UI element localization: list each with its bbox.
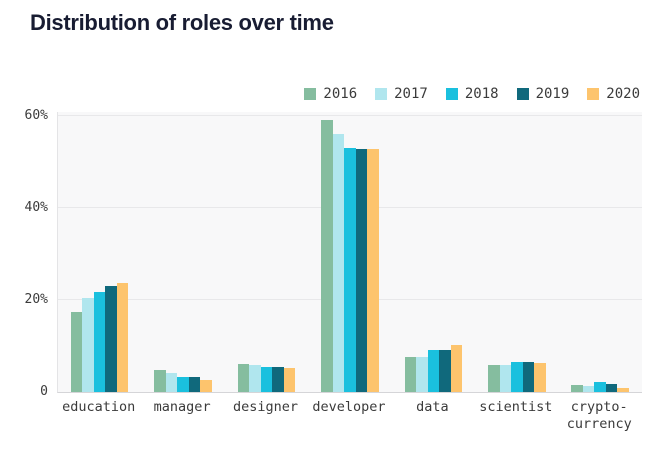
bar-data-2020[interactable] (450, 345, 463, 392)
bar-manager-2016[interactable] (154, 370, 166, 392)
bar-scientist-2019[interactable] (522, 362, 535, 392)
x-label-developer: developer (312, 399, 386, 415)
bar-designer-2018[interactable] (260, 367, 273, 392)
bar-crypto-currency-2016[interactable] (571, 385, 583, 392)
bar-manager-2017[interactable] (165, 373, 178, 392)
legend-swatch-2017 (375, 88, 388, 100)
x-label-education: education (62, 399, 136, 415)
bar-data-2019[interactable] (439, 350, 451, 392)
gridline-60 (58, 115, 642, 116)
bar-education-2019[interactable] (105, 286, 117, 392)
bar-crypto-currency-2020[interactable] (617, 388, 629, 392)
x-label-crypto-currency: crypto-currency (566, 399, 632, 432)
x-axis-labels: education manager designer developer data sci… (57, 399, 641, 433)
bar-education-2020[interactable] (116, 283, 129, 392)
x-label-scientist: scientist (479, 399, 553, 415)
y-tick-20: 20% (24, 292, 48, 307)
legend-label: 2020 (606, 86, 640, 102)
bar-group-data (392, 112, 475, 392)
bar-scientist-2016[interactable] (488, 365, 500, 392)
bar-designer-2017[interactable] (249, 365, 261, 392)
bar-data-2017[interactable] (416, 357, 428, 392)
bar-developer-2019[interactable] (355, 149, 368, 392)
plot-area (57, 112, 642, 393)
bar-designer-2020[interactable] (283, 368, 296, 392)
y-tick-60: 60% (24, 108, 48, 123)
bar-designer-2016[interactable] (237, 364, 250, 392)
legend-item-2016[interactable]: 2016 (304, 86, 357, 102)
legend-label: 2018 (464, 86, 499, 102)
bar-manager-2018[interactable] (177, 377, 189, 392)
bar-scientist-2017[interactable] (499, 365, 512, 392)
bar-group-scientist (475, 112, 558, 392)
x-label-manager: manager (153, 399, 211, 415)
bar-designer-2019[interactable] (272, 367, 284, 392)
bar-crypto-currency-2019[interactable] (605, 384, 618, 392)
chart-legend: 2016 2017 2018 2019 2020 (304, 86, 640, 102)
legend-swatch-2016 (304, 88, 317, 100)
legend-item-2020[interactable]: 2020 (587, 86, 640, 102)
bar-developer-2017[interactable] (332, 134, 345, 392)
bar-developer-2020[interactable] (367, 149, 379, 392)
x-label-data: data (416, 399, 449, 415)
y-tick-0: 0 (40, 384, 48, 399)
bar-manager-2020[interactable] (200, 380, 212, 392)
bar-group-developer (308, 112, 391, 392)
bar-crypto-currency-2017[interactable] (582, 386, 595, 392)
bar-group-manager (141, 112, 224, 392)
legend-item-2018[interactable]: 2018 (445, 86, 499, 102)
bar-education-2016[interactable] (70, 312, 83, 392)
bar-group-education (58, 112, 141, 392)
bar-education-2018[interactable] (93, 292, 106, 392)
legend-item-2017[interactable]: 2017 (375, 86, 428, 102)
bar-education-2017[interactable] (82, 298, 94, 392)
bar-data-2018[interactable] (427, 350, 440, 392)
bar-manager-2019[interactable] (188, 377, 201, 392)
bar-data-2016[interactable] (404, 357, 417, 392)
chart-title: Distribution of roles over time (30, 10, 334, 35)
legend-label: 2017 (394, 86, 428, 102)
bar-group-designer (225, 112, 308, 392)
bar-scientist-2020[interactable] (534, 363, 546, 392)
legend-item-2019[interactable]: 2019 (516, 86, 570, 102)
legend-label: 2019 (535, 86, 570, 102)
legend-swatch-2018 (445, 88, 458, 100)
legend-swatch-2020 (587, 88, 600, 100)
bar-group-crypto-currency (559, 112, 642, 392)
legend-swatch-2019 (516, 88, 529, 100)
y-tick-40: 40% (24, 200, 48, 215)
bar-groups (58, 112, 642, 392)
x-label-designer: designer (233, 399, 299, 415)
bar-developer-2016[interactable] (321, 120, 333, 392)
bar-scientist-2018[interactable] (511, 362, 523, 392)
bar-developer-2018[interactable] (344, 148, 356, 392)
bar-crypto-currency-2018[interactable] (594, 382, 606, 392)
legend-label: 2016 (323, 86, 358, 102)
